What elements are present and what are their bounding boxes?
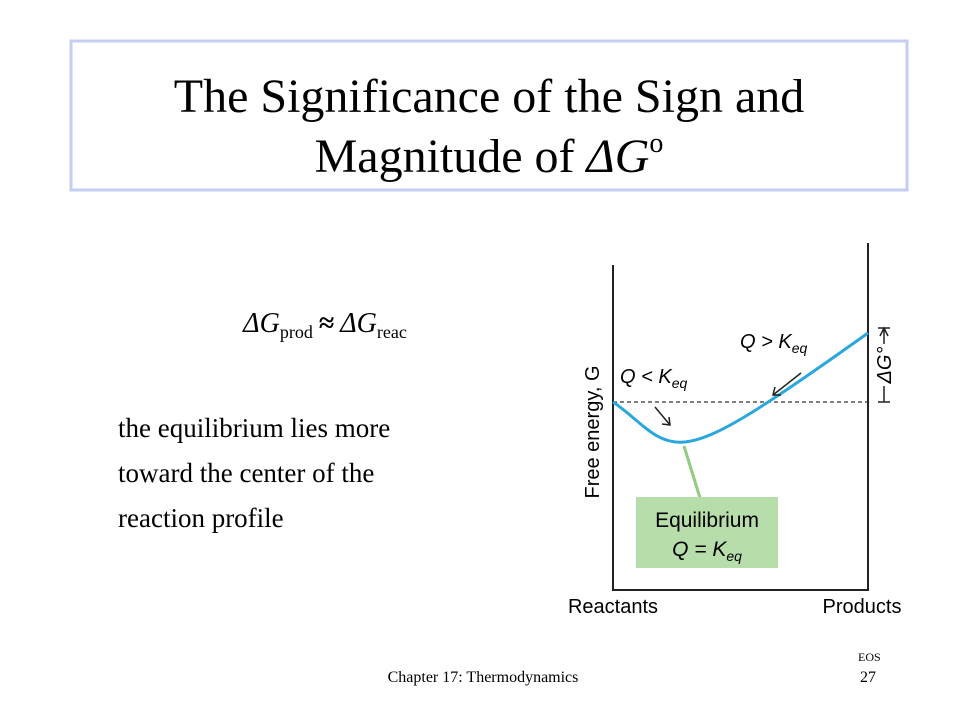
delta-label-bg [876,344,892,386]
equation: ΔGprod ≈ ΔGreac [242,308,407,342]
pointer-line [682,445,702,499]
energy-curve [612,331,869,444]
box-sub: eq [726,548,742,564]
left-label-text: Q < K [620,366,673,388]
right-arrow [772,372,802,396]
body-line: reaction profile [118,503,284,533]
footer-chapter: Chapter 17: Thermodynamics [388,669,579,686]
eq-lhs-sub: prod [280,322,313,342]
title-line-1: The Significance of the Sign and [174,70,805,123]
diagram: Equilibrium Q = Keq Free energy, G Q < K… [568,243,902,618]
right-label: Q > Keq [740,331,807,356]
left-label-sub: eq [672,375,688,391]
title-symbol: ΔG [585,130,650,183]
equilibrium-box [636,497,778,568]
title-superscript: o [649,128,663,159]
title-line-2: Magnitude of ΔGo [315,128,664,183]
body-line: toward the center of the [118,458,374,488]
footer-code: EOS [858,650,881,664]
right-label-sub: eq [792,340,808,356]
title-text: Magnitude of [315,130,587,183]
box-line-1: Equilibrium [655,509,759,532]
box-line-2: Q = Keq [672,538,742,564]
left-arrow [654,406,671,426]
footer-page: 27 [860,669,876,686]
body-line: the equilibrium lies more [118,413,390,443]
left-label: Q < Keq [620,366,687,391]
x-label-left: Reactants [568,596,658,618]
eq-rhs-sub: reac [377,322,407,342]
eq-rhs: ΔG [339,308,377,339]
eq-operator: ≈ [319,308,334,339]
title-box [69,39,909,192]
eq-lhs: ΔG [242,308,280,339]
delta-label: ΔG° [874,347,896,385]
box-text: Q = K [672,538,727,561]
right-label-text: Q > K [740,331,793,353]
x-label-right: Products [823,596,902,618]
y-axis-label: Free energy, G [582,365,604,498]
